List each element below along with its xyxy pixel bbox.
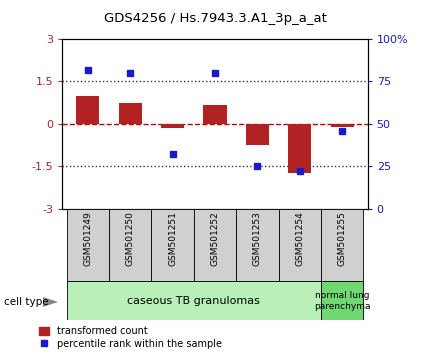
Text: GSM501250: GSM501250 [126, 211, 135, 266]
Text: GDS4256 / Hs.7943.3.A1_3p_a_at: GDS4256 / Hs.7943.3.A1_3p_a_at [104, 12, 326, 25]
Bar [288, 124, 311, 173]
Bar [203, 105, 227, 124]
Bar [119, 103, 142, 124]
Bar [151, 209, 194, 281]
Bar [321, 209, 363, 281]
Bar [321, 281, 363, 320]
Text: GSM501254: GSM501254 [295, 211, 304, 266]
Text: GSM501249: GSM501249 [83, 211, 92, 266]
Text: normal lung
parenchyma: normal lung parenchyma [314, 291, 371, 310]
Bar [279, 209, 321, 281]
Bar [161, 124, 184, 128]
Text: GSM501255: GSM501255 [338, 211, 347, 266]
Bar [236, 209, 279, 281]
Text: GSM501251: GSM501251 [168, 211, 177, 266]
Bar [76, 96, 99, 124]
Bar [67, 209, 109, 281]
Text: cell type: cell type [4, 297, 49, 307]
Text: GSM501252: GSM501252 [211, 211, 219, 266]
Bar [194, 209, 236, 281]
Bar [67, 281, 321, 320]
Legend: transformed count, percentile rank within the sample: transformed count, percentile rank withi… [39, 326, 222, 349]
Polygon shape [43, 297, 58, 307]
Bar [109, 209, 151, 281]
Bar [331, 124, 354, 127]
Text: caseous TB granulomas: caseous TB granulomas [127, 296, 260, 306]
Text: GSM501253: GSM501253 [253, 211, 262, 266]
Bar [246, 124, 269, 145]
